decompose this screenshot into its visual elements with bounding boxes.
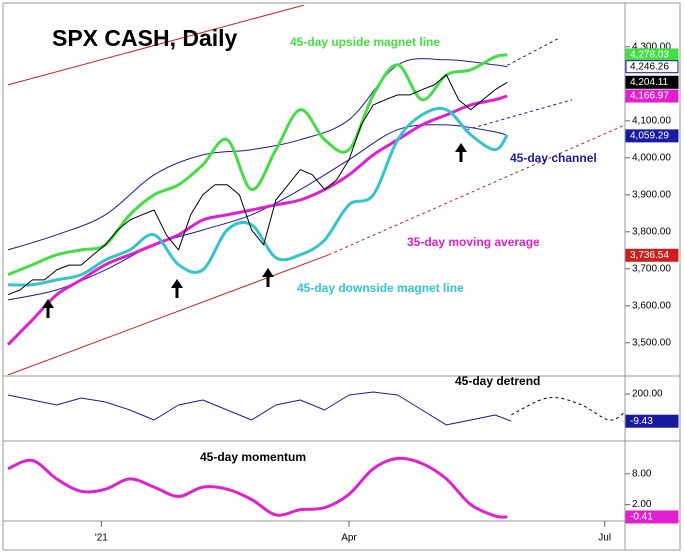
x-tick-label: '21 [95, 533, 108, 544]
chart-title: SPX CASH, Daily [52, 25, 238, 51]
series-line [7, 124, 508, 301]
series-line [7, 53, 508, 277]
series-line [511, 397, 625, 421]
y-tick-label: 3,800.00 [632, 226, 671, 237]
value-box [625, 60, 679, 74]
x-tick-label: Jul [598, 533, 611, 544]
panel-title: 45-day detrend [455, 374, 540, 388]
series-label: 35-day moving average [407, 235, 540, 249]
value-box-label: 4,246.26 [630, 61, 669, 72]
plot [6, 5, 625, 519]
value-box [625, 89, 679, 103]
value-box [625, 414, 679, 428]
value-box-label: 3,736.54 [630, 250, 669, 261]
arrows [42, 143, 467, 318]
y-tick-label: 3,700.00 [632, 263, 671, 274]
series-line [7, 74, 508, 296]
series-label: 45-day downside magnet line [297, 281, 464, 295]
series-line [466, 99, 573, 131]
value-box [625, 248, 679, 262]
series-label: 45-day channel [510, 151, 597, 165]
series-line [7, 106, 509, 287]
value-box [625, 75, 679, 89]
y-tick-label: 4,300.00 [632, 41, 671, 52]
series-line [7, 391, 512, 426]
y-tick-label: 3,900.00 [632, 189, 671, 200]
value-box-label: 4,204.11 [630, 77, 669, 88]
series-line [7, 254, 329, 375]
series-label: 45-day upside magnet line [290, 35, 440, 49]
value-box-label: -0.41 [630, 512, 653, 523]
value-box [625, 510, 679, 524]
series-line [7, 5, 305, 86]
value-box-label: 4,166.97 [630, 91, 669, 102]
x-tick-label: Apr [341, 533, 357, 544]
y-tick-label: 2.00 [632, 499, 652, 510]
y-tick-label: 4,000.00 [632, 152, 671, 163]
series-line [7, 58, 508, 251]
series-line [507, 37, 561, 66]
series-line [7, 456, 508, 519]
y-tick-label: 3,600.00 [632, 300, 671, 311]
y-tick-label: 200.00 [632, 389, 663, 400]
y-tick-label: 8.00 [632, 468, 652, 479]
series-line [6, 94, 508, 346]
series-group [7, 391, 625, 426]
value-box-label: 4,278.03 [630, 50, 669, 61]
value-box-label: 4,059.29 [630, 131, 669, 142]
panel-title: 45-day momentum [200, 450, 306, 464]
series-group [6, 5, 625, 375]
value-box-label: -9.43 [630, 416, 653, 427]
series-group [7, 456, 508, 519]
y-tick-label: 4,100.00 [632, 115, 671, 126]
y-tick-label: 3,500.00 [632, 337, 671, 348]
value-box [625, 129, 679, 143]
